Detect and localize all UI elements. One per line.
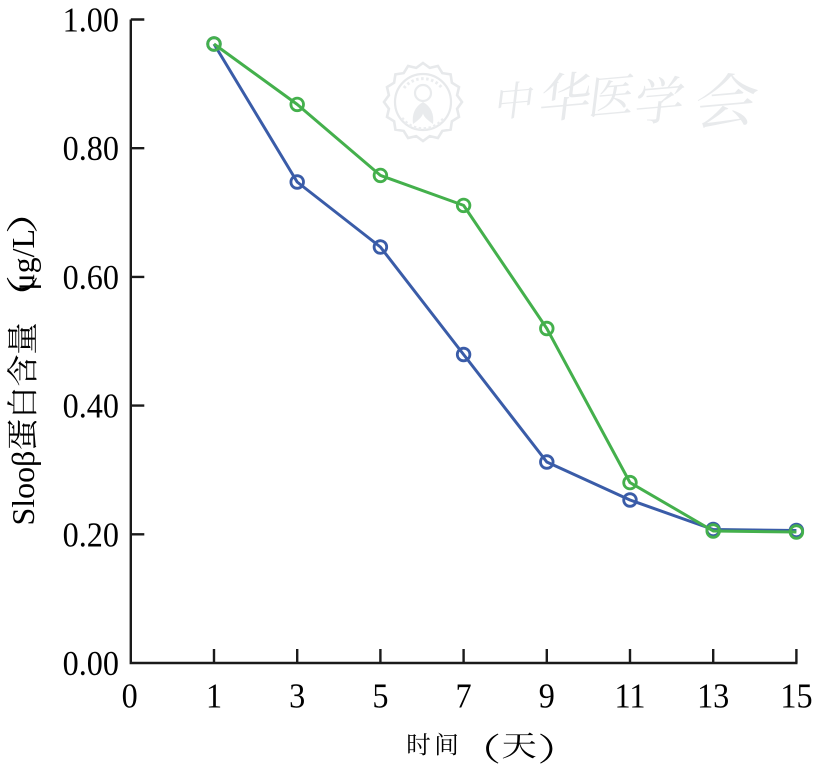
svg-text:0.80: 0.80 bbox=[63, 130, 119, 169]
svg-text:7: 7 bbox=[456, 677, 472, 716]
svg-text:1: 1 bbox=[206, 677, 222, 716]
svg-text:0.60: 0.60 bbox=[63, 259, 119, 298]
svg-text:13: 13 bbox=[697, 677, 729, 716]
svg-text:0.40: 0.40 bbox=[63, 387, 119, 426]
svg-text:0.00: 0.00 bbox=[63, 645, 119, 684]
svg-text:3: 3 bbox=[289, 677, 305, 716]
svg-text:9: 9 bbox=[539, 677, 555, 716]
svg-text:0.20: 0.20 bbox=[63, 516, 119, 555]
svg-text:Slooβ: Slooβ bbox=[5, 451, 41, 526]
svg-text:0: 0 bbox=[122, 677, 138, 716]
svg-text:5: 5 bbox=[372, 677, 388, 716]
svg-text:1.00: 1.00 bbox=[63, 1, 119, 40]
svg-text:11: 11 bbox=[615, 677, 646, 716]
svg-text:15: 15 bbox=[780, 677, 812, 716]
svg-text:μg/L: μg/L bbox=[5, 229, 41, 291]
